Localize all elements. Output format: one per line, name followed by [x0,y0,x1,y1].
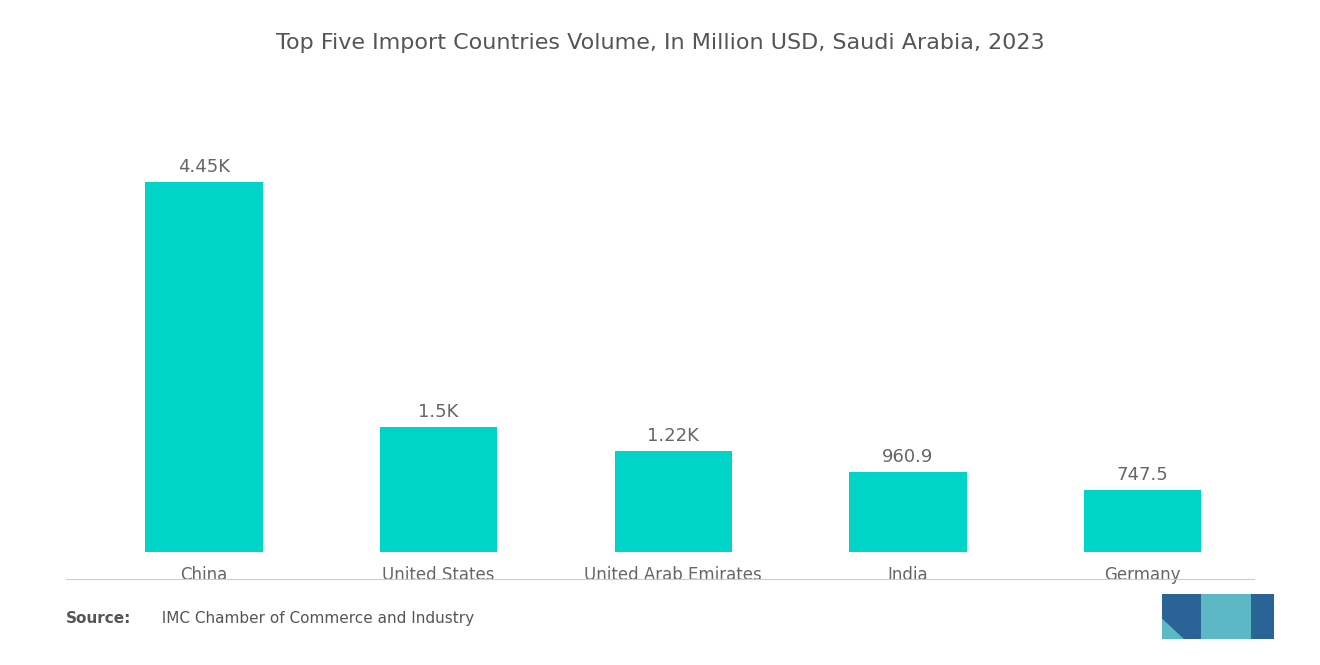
Bar [849,472,966,552]
Text: Source:: Source: [66,611,132,626]
Bar [1162,595,1212,639]
Polygon shape [1162,618,1184,639]
Text: 4.45K: 4.45K [178,158,230,176]
Bar [145,182,263,552]
Text: 747.5: 747.5 [1117,466,1168,484]
Text: 1.5K: 1.5K [418,404,459,422]
Polygon shape [1251,595,1274,639]
Bar [380,427,498,552]
Bar [1084,490,1201,552]
Text: Top Five Import Countries Volume, In Million USD, Saudi Arabia, 2023: Top Five Import Countries Volume, In Mil… [276,33,1044,53]
Bar [615,451,731,552]
Bar [1201,595,1251,639]
Text: 1.22K: 1.22K [647,427,700,445]
Text: IMC Chamber of Commerce and Industry: IMC Chamber of Commerce and Industry [152,611,474,626]
Text: 960.9: 960.9 [882,448,933,466]
